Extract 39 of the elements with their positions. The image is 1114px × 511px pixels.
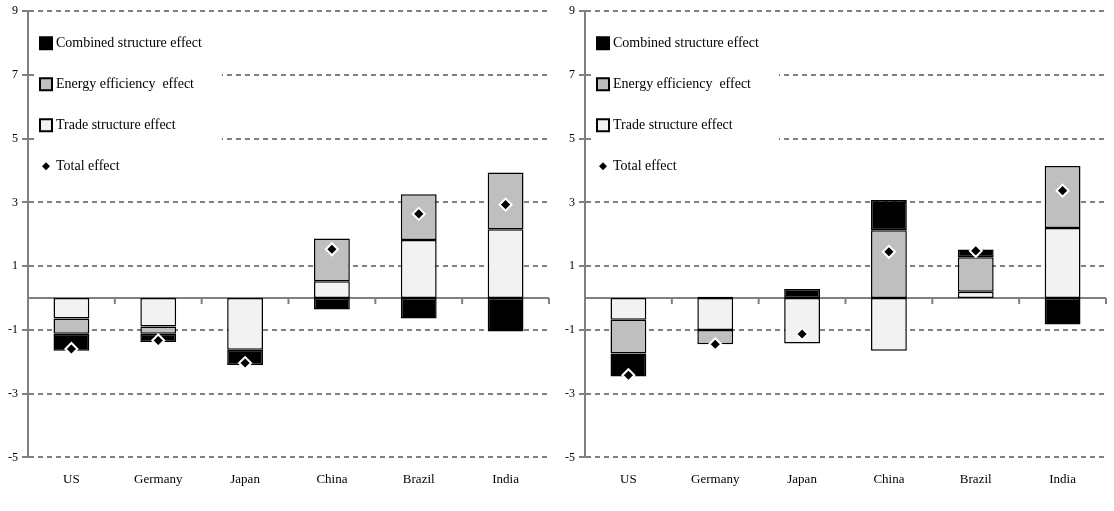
x-tick-label: US [63,470,80,486]
legend-label: Energy efficiency effect [613,75,752,91]
y-tick-label: 9 [12,3,18,18]
x-tick-label: India [1049,470,1077,486]
y-tick-label: -3 [8,385,18,400]
y-tick-label: -1 [8,322,18,337]
y-tick-label: 5 [12,130,18,145]
x-tick-label: US [620,470,637,486]
y-tick-label: -5 [565,449,575,464]
legend-label: Total effect [56,157,120,173]
x-tick-label: Brazil [959,470,993,486]
legend-label: Total effect [613,157,677,173]
y-tick-label: 9 [569,3,575,18]
y-tick-label: 7 [569,67,575,82]
legend-label: Trade structure effect [613,116,733,132]
y-tick-label: -5 [8,449,18,464]
legend-label: Combined structure effect [613,34,760,50]
y-tick-label: -1 [565,322,575,337]
y-tick-label: 7 [12,67,18,82]
point [881,244,896,259]
y-tick-label: 1 [12,258,18,273]
legend-label: Energy efficiency effect [56,75,195,91]
y-tick-label: 5 [569,130,575,145]
legend-label: Combined structure effect [56,34,203,50]
y-tick-label: 3 [12,194,18,209]
y-tick-label: 1 [569,258,575,273]
x-tick-label: Japan [230,470,261,486]
x-tick-label: China [873,470,905,486]
y-tick-label: 3 [569,194,575,209]
x-tick-label: India [492,470,520,486]
x-tick-label: Brazil [402,470,436,486]
x-tick-label: Germany [134,470,183,486]
x-tick-label: China [316,470,348,486]
point [324,242,339,257]
legend-label: Trade structure effect [56,116,176,132]
x-tick-label: Germany [691,470,740,486]
y-tick-label: -3 [565,385,575,400]
x-tick-label: Japan [787,470,818,486]
point [795,327,810,342]
